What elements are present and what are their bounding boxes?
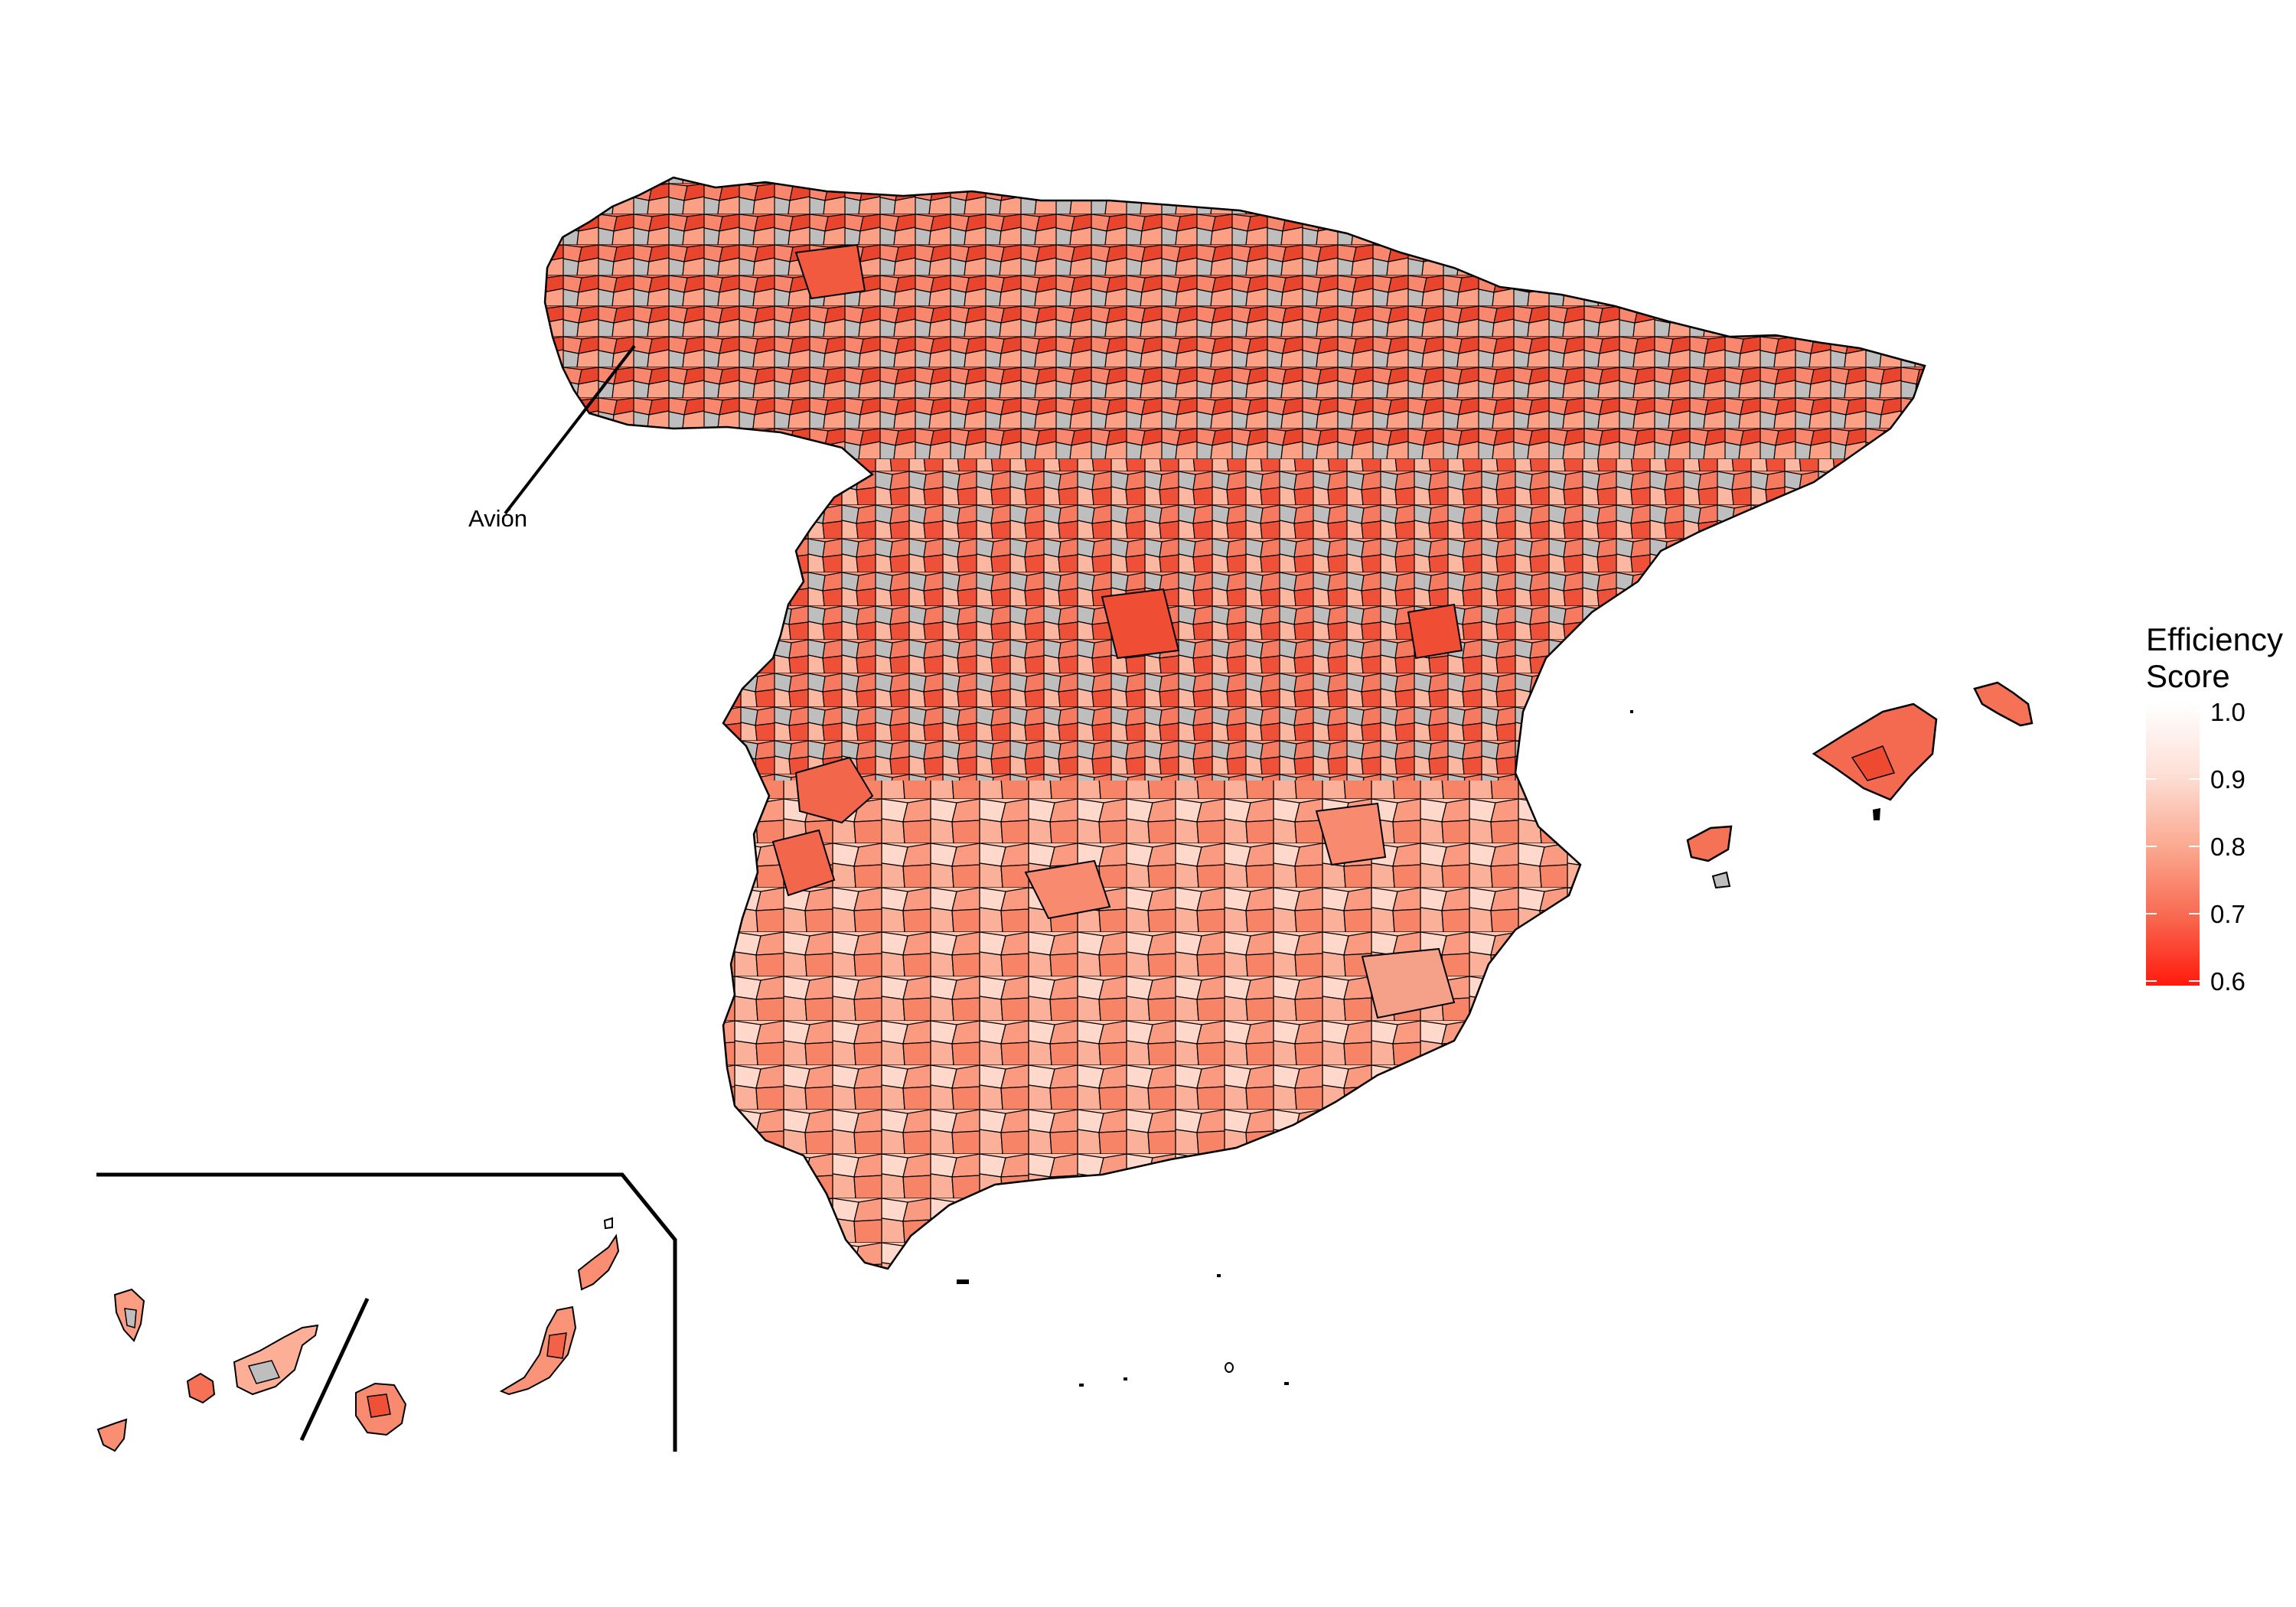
peninsula-mainland: [543, 176, 1926, 1270]
legend: Efficiency Score 1.0 0.9 0.8 0.7 0.6: [2146, 621, 2283, 996]
legend-tick-label: 0.6: [2210, 967, 2245, 996]
canary-islands: [96, 1217, 620, 1452]
legend-tick-label: 0.7: [2210, 900, 2245, 928]
legend-tick-label: 0.8: [2210, 833, 2245, 861]
annotation-label: Avión: [468, 505, 527, 532]
legend-tick-label: 0.9: [2210, 765, 2245, 794]
legend-title-line1: Efficiency: [2146, 621, 2283, 657]
legend-colorbar: [2146, 702, 2200, 986]
legend-tick-label: 1.0: [2210, 698, 2245, 726]
canary-inset-frame: [96, 1172, 677, 1452]
annotation-leader-line: [504, 344, 636, 515]
legend-ticks: 1.0 0.9 0.8 0.7 0.6: [2146, 698, 2245, 996]
canary-separator-line: [299, 1297, 370, 1442]
balearic-islands: [1686, 681, 2033, 889]
small-territories: [957, 710, 1633, 1387]
legend-title-line2: Score: [2146, 658, 2230, 694]
